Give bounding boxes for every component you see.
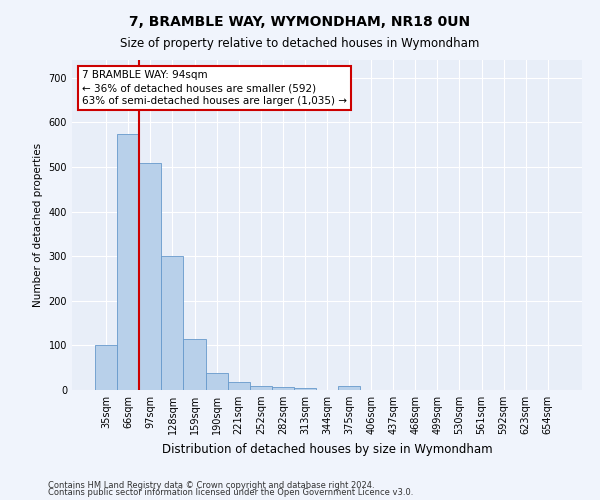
Text: Size of property relative to detached houses in Wymondham: Size of property relative to detached ho… <box>121 38 479 51</box>
X-axis label: Distribution of detached houses by size in Wymondham: Distribution of detached houses by size … <box>161 442 493 456</box>
Bar <box>139 162 161 390</box>
Text: 7, BRAMBLE WAY, WYMONDHAM, NR18 0UN: 7, BRAMBLE WAY, WYMONDHAM, NR18 0UN <box>130 15 470 29</box>
Bar <box>272 388 294 390</box>
Bar <box>206 373 227 390</box>
Text: Contains HM Land Registry data © Crown copyright and database right 2024.: Contains HM Land Registry data © Crown c… <box>48 480 374 490</box>
Bar <box>117 134 139 390</box>
Bar <box>184 338 206 390</box>
Bar <box>338 386 360 390</box>
Y-axis label: Number of detached properties: Number of detached properties <box>33 143 43 307</box>
Bar <box>250 386 272 390</box>
Bar <box>95 346 117 390</box>
Text: 7 BRAMBLE WAY: 94sqm
← 36% of detached houses are smaller (592)
63% of semi-deta: 7 BRAMBLE WAY: 94sqm ← 36% of detached h… <box>82 70 347 106</box>
Text: Contains public sector information licensed under the Open Government Licence v3: Contains public sector information licen… <box>48 488 413 497</box>
Bar <box>294 388 316 390</box>
Bar <box>161 256 184 390</box>
Bar <box>227 382 250 390</box>
